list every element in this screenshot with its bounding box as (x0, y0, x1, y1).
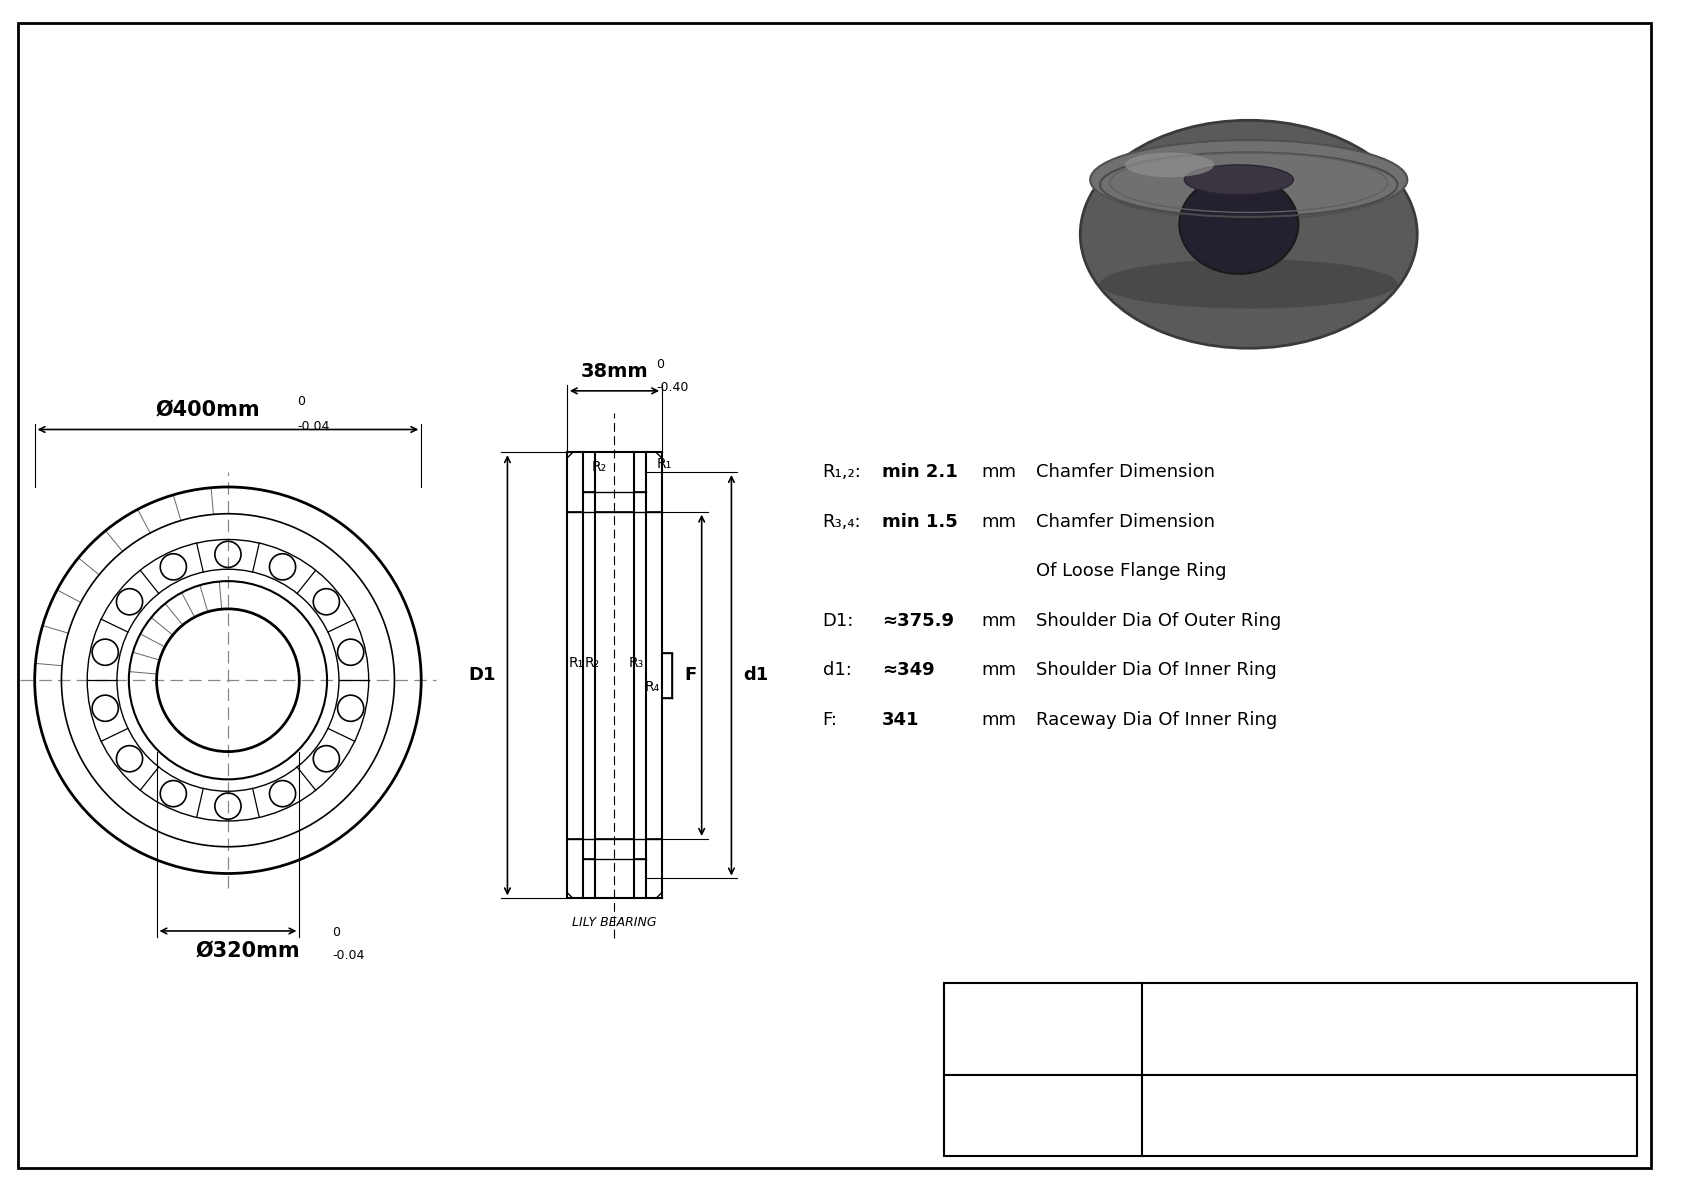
Bar (662, 653, 672, 698)
Bar (635, 859, 647, 898)
Text: Part
Number: Part Number (1009, 1093, 1076, 1137)
Ellipse shape (1100, 258, 1398, 308)
Text: ≈349: ≈349 (882, 661, 935, 679)
Text: Email: lilybearing@lily-bearing.com: Email: lilybearing@lily-bearing.com (1255, 1040, 1526, 1055)
Ellipse shape (1184, 164, 1293, 194)
Text: F: F (684, 666, 697, 685)
Text: d1:: d1: (822, 661, 852, 679)
Ellipse shape (1090, 141, 1408, 219)
Text: R₁,₂:: R₁,₂: (822, 463, 862, 481)
Text: R₁: R₁ (569, 656, 584, 671)
Bar (635, 453, 647, 492)
Bar (583, 859, 594, 898)
Text: mm: mm (982, 612, 1015, 630)
Text: -0.40: -0.40 (657, 381, 689, 394)
Text: NUP 1864 ECMP Cylindrical Roller Bearings: NUP 1864 ECMP Cylindrical Roller Bearing… (1154, 1105, 1625, 1124)
Text: min 2.1: min 2.1 (882, 463, 958, 481)
Text: D1:: D1: (822, 612, 854, 630)
Ellipse shape (1125, 152, 1214, 177)
Text: R₄: R₄ (645, 680, 660, 694)
Text: LILY: LILY (982, 1002, 1105, 1055)
Bar (568, 453, 662, 512)
Bar (583, 453, 594, 898)
Text: mm: mm (982, 463, 1015, 481)
Bar (647, 453, 662, 898)
Text: mm: mm (982, 711, 1015, 729)
Text: 0: 0 (657, 358, 663, 372)
Text: Shoulder Dia Of Inner Ring: Shoulder Dia Of Inner Ring (1036, 661, 1276, 679)
Text: Of Loose Flange Ring: Of Loose Flange Ring (1036, 562, 1226, 580)
Text: R₃: R₃ (628, 656, 645, 671)
Text: -0.04: -0.04 (332, 949, 364, 962)
Bar (568, 453, 583, 898)
Text: Raceway Dia Of Inner Ring: Raceway Dia Of Inner Ring (1036, 711, 1276, 729)
Text: R₂: R₂ (591, 460, 606, 474)
Bar (568, 453, 583, 898)
Ellipse shape (1079, 120, 1418, 348)
Text: SHANGHAI LILY BEARING LIMITED: SHANGHAI LILY BEARING LIMITED (1206, 1005, 1573, 1024)
Text: LILY BEARING: LILY BEARING (573, 916, 657, 929)
Text: R₁: R₁ (657, 457, 672, 472)
Bar (635, 453, 647, 492)
Text: D1: D1 (468, 666, 495, 685)
Text: ≈375.9: ≈375.9 (882, 612, 955, 630)
Bar (635, 453, 647, 898)
Text: Chamfer Dimension: Chamfer Dimension (1036, 463, 1214, 481)
Text: Shoulder Dia Of Outer Ring: Shoulder Dia Of Outer Ring (1036, 612, 1282, 630)
Text: mm: mm (982, 661, 1015, 679)
Text: 38mm: 38mm (581, 362, 648, 381)
Bar (635, 859, 647, 898)
Text: Ø400mm: Ø400mm (157, 400, 261, 419)
Bar (583, 453, 594, 898)
Text: d1: d1 (743, 666, 768, 685)
Bar (943, 983, 1637, 1156)
Bar (583, 859, 594, 898)
Text: ®: ® (1084, 998, 1103, 1016)
Bar (583, 453, 594, 492)
Bar (583, 453, 594, 492)
Text: 341: 341 (882, 711, 919, 729)
Bar (635, 453, 647, 898)
Text: mm: mm (982, 512, 1015, 531)
Ellipse shape (1179, 175, 1298, 274)
Text: F:: F: (822, 711, 837, 729)
Bar (662, 653, 672, 698)
Bar (647, 453, 662, 898)
Bar (568, 838, 662, 898)
Bar (568, 838, 662, 898)
Text: min 1.5: min 1.5 (882, 512, 958, 531)
Text: 0: 0 (298, 394, 305, 407)
Text: Chamfer Dimension: Chamfer Dimension (1036, 512, 1214, 531)
Bar (568, 453, 662, 512)
Text: R₃,₄:: R₃,₄: (822, 512, 861, 531)
Text: Ø320mm: Ø320mm (195, 941, 300, 961)
Text: 0: 0 (332, 925, 340, 939)
Text: R₂: R₂ (584, 656, 600, 671)
Text: -0.04: -0.04 (298, 419, 330, 432)
